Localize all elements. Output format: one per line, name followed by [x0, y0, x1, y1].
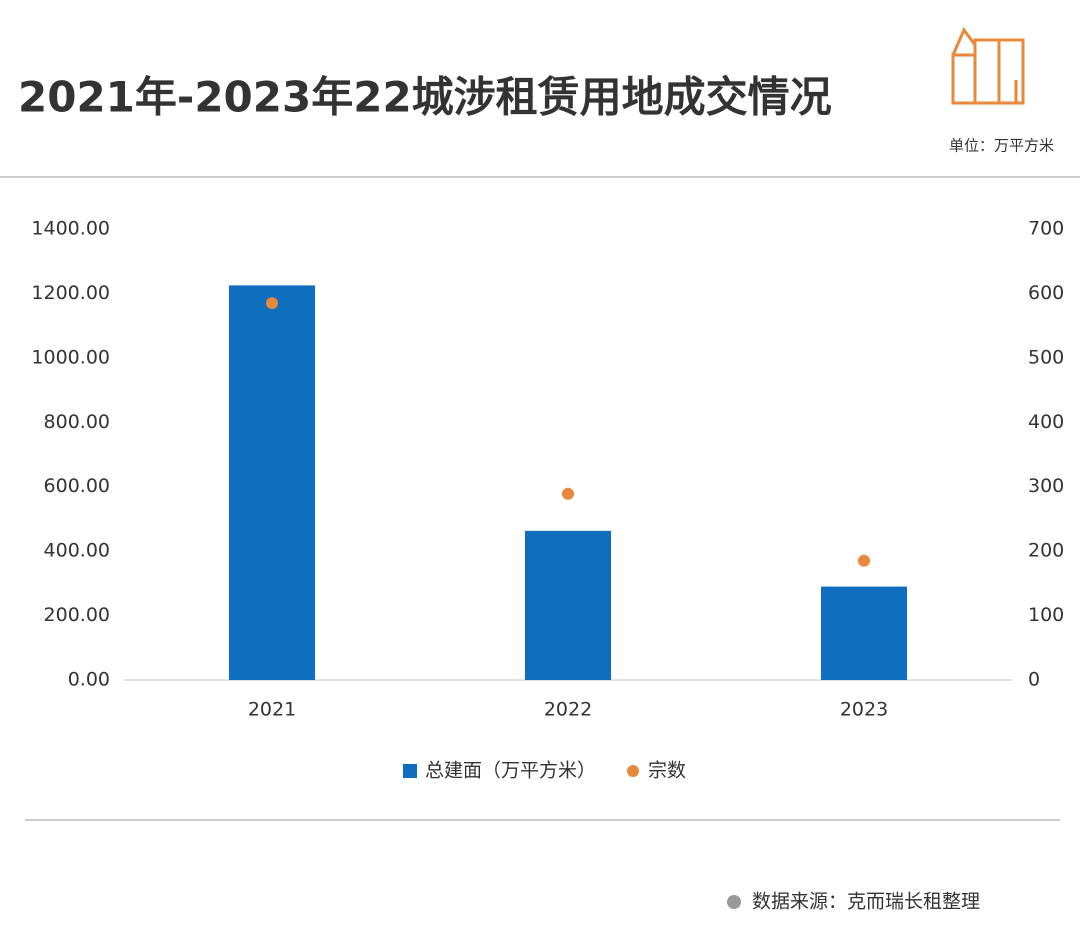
y2-tick-label: 300	[1028, 475, 1064, 497]
x-tick-label: 2023	[840, 699, 888, 721]
point	[562, 487, 574, 500]
point	[858, 554, 870, 567]
x-tick-label: 2021	[248, 699, 296, 721]
y2-tick-label: 0	[1028, 669, 1040, 691]
legend-swatch	[627, 765, 640, 777]
bar	[525, 530, 611, 680]
y2-tick-label: 700	[1028, 218, 1064, 240]
y-tick-label: 1400.00	[31, 218, 110, 240]
y-tick-label: 200.00	[44, 604, 110, 626]
point	[266, 297, 278, 310]
y2-tick-label: 100	[1028, 604, 1064, 626]
building-icon	[951, 27, 1025, 105]
y2-tick-label: 200	[1028, 540, 1064, 562]
y-tick-label: 400.00	[44, 540, 110, 562]
y2-tick-label: 600	[1028, 282, 1064, 304]
source-note: 数据来源：克而瑞长租整理	[752, 891, 980, 913]
y2-tick-label: 400	[1028, 411, 1064, 433]
legend-label: 宗数	[648, 760, 686, 782]
y2-tick-label: 500	[1028, 346, 1064, 368]
x-tick-label: 2022	[544, 699, 592, 721]
unit-label: 单位：万平方米	[949, 137, 1054, 155]
y-tick-label: 0.00	[68, 669, 110, 691]
y-tick-label: 1200.00	[31, 282, 110, 304]
y-tick-label: 600.00	[44, 475, 110, 497]
y-tick-label: 800.00	[44, 411, 110, 433]
chart-title: 2021年-2023年22城涉租赁用地成交情况	[18, 73, 832, 122]
bar	[821, 586, 907, 680]
y-tick-label: 1000.00	[31, 346, 110, 368]
legend-label: 总建面（万平方米）	[425, 760, 596, 782]
source-bullet	[727, 895, 741, 909]
legend-swatch	[403, 764, 417, 778]
bar	[229, 285, 315, 680]
